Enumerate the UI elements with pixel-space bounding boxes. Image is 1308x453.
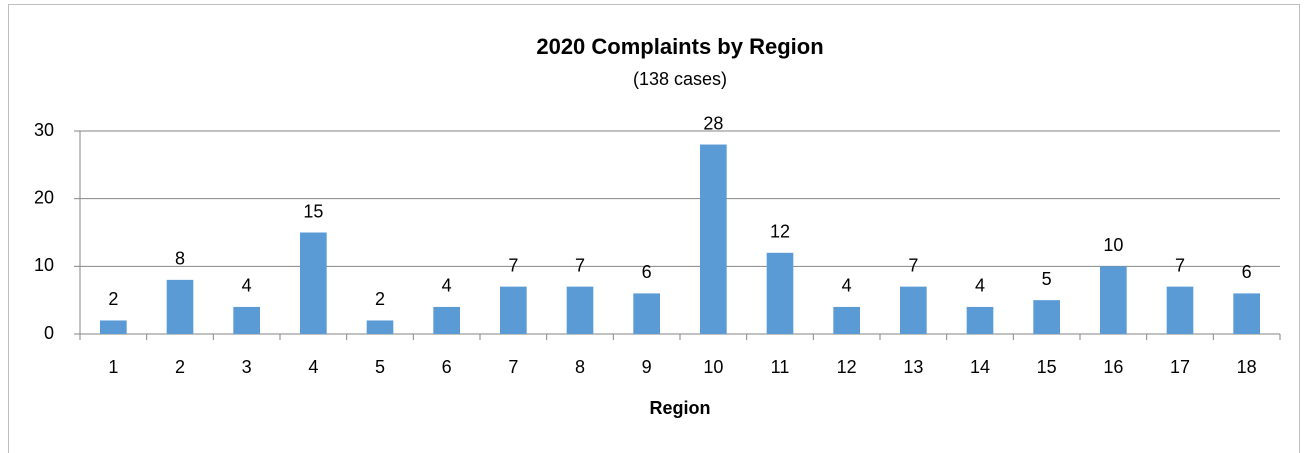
bar [1166, 286, 1194, 334]
data-label: 2 [108, 289, 118, 309]
bar [300, 232, 327, 334]
y-tick-label: 20 [34, 187, 54, 207]
x-tick-label: 12 [837, 357, 857, 377]
data-label: 8 [175, 249, 185, 269]
data-label: 4 [842, 276, 852, 296]
x-tick-label: 2 [175, 357, 185, 377]
x-tick-label: 15 [1037, 357, 1057, 377]
chart-title: 2020 Complaints by Region [536, 34, 823, 59]
bar [233, 306, 260, 334]
bar [633, 293, 660, 334]
x-tick-label: 14 [970, 357, 990, 377]
data-label: 7 [908, 255, 918, 275]
bar [833, 306, 860, 334]
bar [366, 320, 394, 334]
x-tick-label: 18 [1237, 357, 1257, 377]
y-tick-label: 30 [34, 120, 54, 140]
bar [766, 252, 794, 334]
data-label: 10 [1103, 235, 1123, 255]
data-label: 12 [770, 222, 790, 242]
bar [966, 306, 994, 334]
data-label: 4 [975, 276, 985, 296]
x-axis-label: Region [650, 398, 711, 418]
x-tick-label: 16 [1103, 357, 1123, 377]
data-label: 5 [1042, 269, 1052, 289]
data-label: 6 [1242, 262, 1252, 282]
x-tick-label: 7 [508, 357, 518, 377]
data-label: 2 [375, 289, 385, 309]
data-label: 15 [303, 201, 323, 221]
bar [100, 320, 127, 334]
bar [1033, 300, 1060, 334]
bar [500, 286, 527, 334]
data-label: 4 [442, 276, 452, 296]
x-tick-label: 10 [703, 357, 723, 377]
x-tick-label: 8 [575, 357, 585, 377]
bar [166, 279, 194, 334]
data-label: 6 [642, 262, 652, 282]
data-label: 7 [508, 255, 518, 275]
y-tick-label: 10 [34, 255, 54, 275]
bar [1233, 293, 1260, 334]
chart-frame [8, 4, 1300, 453]
x-tick-label: 4 [308, 357, 318, 377]
x-tick-label: 1 [108, 357, 118, 377]
data-label: 28 [703, 113, 723, 133]
data-label: 7 [575, 255, 585, 275]
chart-subtitle: (138 cases) [633, 69, 727, 89]
y-tick-label: 0 [44, 323, 54, 343]
data-label: 4 [242, 276, 252, 296]
x-tick-label: 17 [1170, 357, 1190, 377]
bar [566, 286, 594, 334]
bar [1100, 266, 1127, 334]
x-tick-label: 5 [375, 357, 385, 377]
bar [433, 306, 460, 334]
bar [900, 286, 927, 334]
bar [700, 144, 727, 334]
x-tick-label: 3 [242, 357, 252, 377]
x-tick-label: 9 [642, 357, 652, 377]
x-tick-label: 13 [903, 357, 923, 377]
data-label: 7 [1175, 255, 1185, 275]
x-tick-label: 6 [442, 357, 452, 377]
x-tick-label: 11 [771, 357, 790, 377]
